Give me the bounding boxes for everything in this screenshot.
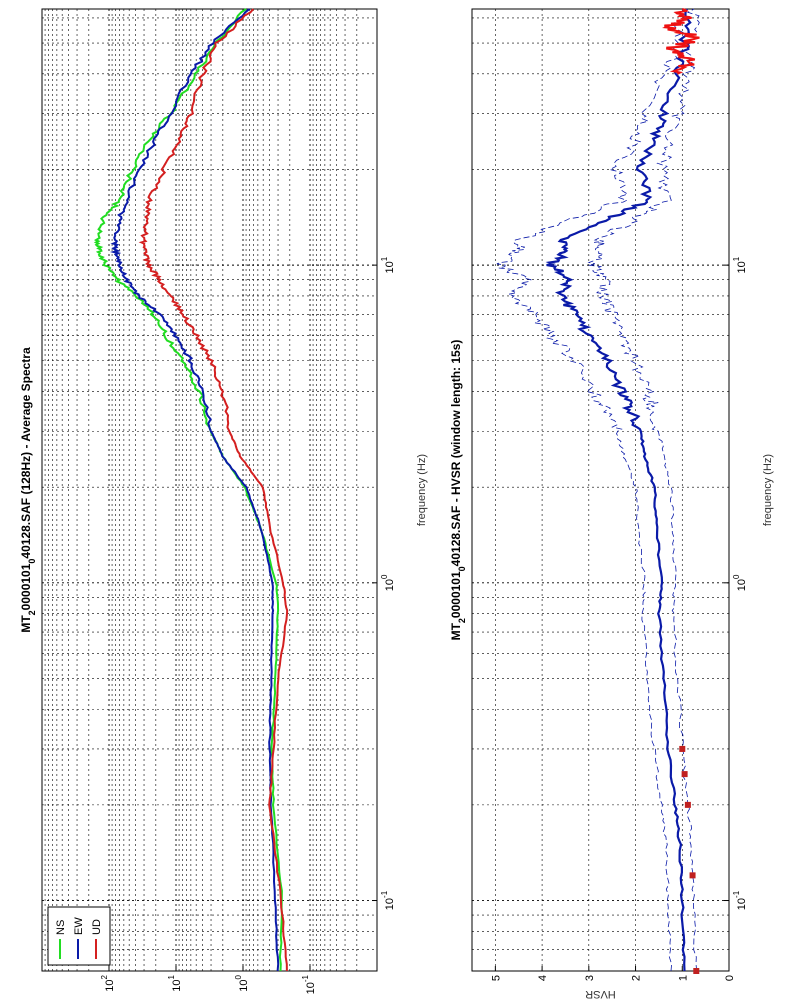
hvsr-y-axis-label: HVSR [585,988,616,999]
spectra-title: MT20000101040128.SAF (128Hz) - Average S… [19,347,37,633]
hvsr-noise-line [662,8,700,75]
x-tick-label: 101 [380,256,396,273]
series-line-ns [93,8,283,972]
hvsr-title: MT20000101040128.SAF - HVSR (window leng… [449,340,467,641]
series-line-ud [138,8,289,972]
average-spectra-chart: 10-1 100 101 102 101 100 10-1 MT2000010104012… [19,8,428,994]
legend-label: UD [91,919,103,935]
hvsr-mean-line [545,8,692,972]
x-tick-label: 100 [380,574,396,591]
hvsr-grid [472,9,730,972]
x-tick-label: 101 [732,256,748,273]
spectra-legend: NS EW UD [47,906,111,966]
hvsr-marker [681,771,688,778]
hvsr-axes [471,8,730,972]
y-tick-label: 0 [724,975,736,981]
hvsr-marker [689,872,696,879]
legend-label: NS [55,920,67,935]
hvsr-bound-line [587,8,700,972]
y-tick-label: 10-1 [301,974,317,994]
x-tick-label: 10-1 [380,890,396,910]
y-tick-label: 101 [167,974,183,991]
y-tick-label: 1 [677,975,689,981]
x-tick-label: 10-1 [732,890,748,910]
series-line-ew [109,8,280,972]
y-tick-label: 4 [537,975,549,981]
hvsr-chart: 10-1 100 101 5 4 3 2 1 0 MT20000101040128.SAF -… [449,8,774,999]
hvsr-markers [679,745,700,974]
hvsr-bound-line [496,8,687,972]
hvsr-y-ticks: 5 4 3 2 1 0 [490,966,736,981]
spectra-x-ticks: 10-1 100 101 [372,256,396,910]
spectra-axes [41,8,378,972]
hvsr-marker [693,968,700,974]
legend-label: EW [73,917,85,935]
y-tick-label: 3 [584,975,596,981]
hvsr-series [496,8,700,972]
hvsr-x-ticks: 10-1 100 101 [724,256,748,910]
y-tick-label: 5 [490,975,502,981]
y-tick-label: 102 [100,974,116,991]
hvsr-x-axis-label: frequency (Hz) [762,454,774,526]
legend-box [47,906,111,966]
y-tick-label: 2 [631,975,643,981]
spectra-x-axis-label: frequency (Hz) [416,454,428,526]
y-tick-label: 100 [234,974,250,991]
hvsr-marker [679,745,686,752]
spectra-y-ticks: 102 101 100 10-1 [100,966,317,994]
spectra-series [93,8,289,972]
x-tick-label: 100 [732,574,748,591]
hvsr-marker [684,801,691,808]
